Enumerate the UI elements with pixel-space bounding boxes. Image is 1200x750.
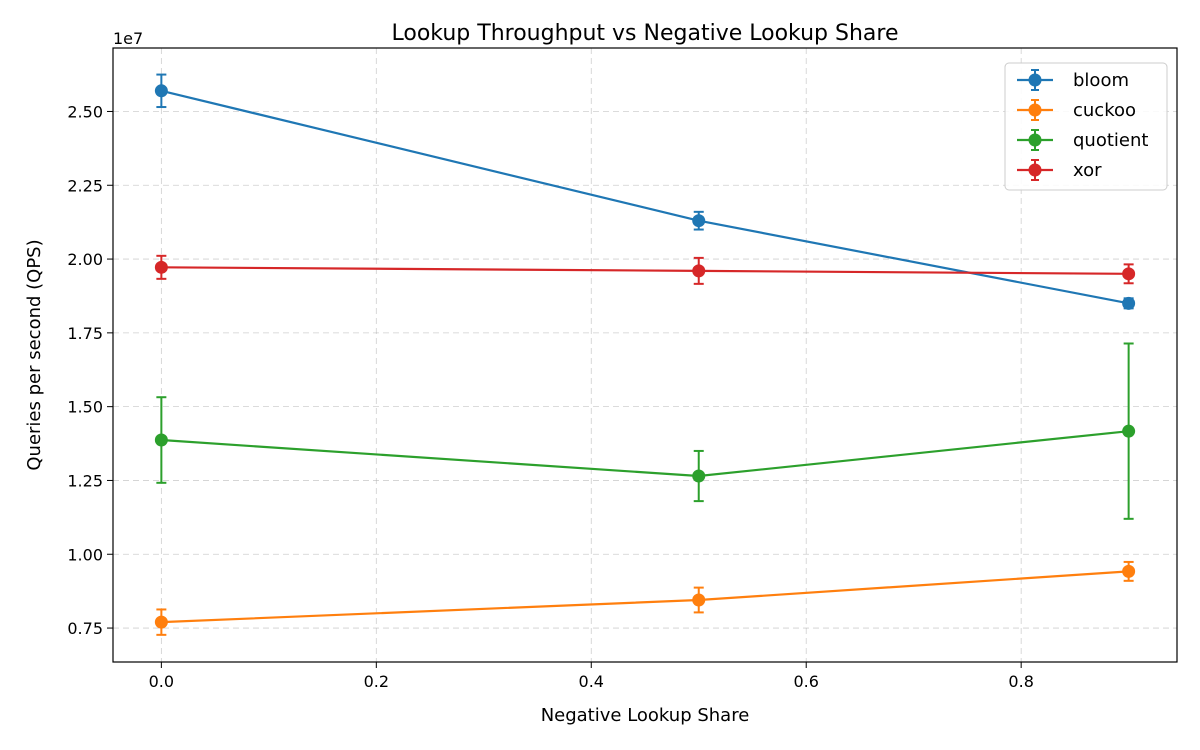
y-tick-label: 2.50 [67,102,103,121]
y-axis-label: Queries per second (QPS) [24,239,45,470]
y-tick-label: 2.00 [67,250,103,269]
legend-item-quotient: quotient [1017,129,1148,151]
y-tick-label: 1.00 [67,545,103,564]
data-point-bloom [692,214,706,228]
x-tick-label: 0.0 [149,672,174,691]
data-point-quotient [692,469,706,483]
x-tick-label: 0.2 [364,672,389,691]
chart-title: Lookup Throughput vs Negative Lookup Sha… [392,21,899,46]
legend-marker [1028,103,1042,117]
axes: 0.0 0.2 0.4 0.6 0.8 0.75 1.00 1.25 1.50 1.75 2.00 2… [67,102,1034,691]
data-point-quotient [1122,424,1136,438]
data-point-bloom [154,84,168,98]
data-point-xor [692,264,706,278]
y-tick-label: 2.25 [67,176,103,195]
series-layer [154,73,1136,636]
plot-frame [112,47,1178,663]
y-tick-label: 1.50 [67,398,103,417]
grid [113,48,1177,662]
legend-item-bloom: bloom [1017,69,1129,91]
x-axis-label: Negative Lookup Share [541,705,750,726]
legend-label: cuckoo [1073,100,1136,121]
series-quotient [154,342,1136,520]
series-bloom [154,73,1136,310]
legend: bloom cuckoo quotient xor [1004,62,1168,191]
y-tick-label: 1.75 [67,324,103,343]
data-point-cuckoo [1122,564,1136,578]
data-point-cuckoo [692,593,706,607]
y-axis-offset-label: 1e7 [113,29,143,48]
legend-label: xor [1073,160,1102,181]
legend-marker [1028,133,1042,147]
legend-label: quotient [1073,130,1148,151]
y-tick-label: 0.75 [67,619,103,638]
data-point-bloom [1122,296,1136,310]
legend-box [1004,62,1168,191]
data-point-cuckoo [154,615,168,629]
data-point-quotient [154,433,168,447]
legend-item-cuckoo: cuckoo [1017,99,1136,121]
data-point-xor [154,260,168,274]
legend-item-xor: xor [1017,159,1102,181]
x-tick-label: 0.8 [1008,672,1033,691]
legend-marker [1028,73,1042,87]
legend-label: bloom [1073,70,1129,91]
y-tick-label: 1.25 [67,471,103,490]
series-cuckoo [154,560,1136,636]
legend-marker [1028,163,1042,177]
series-xor [154,254,1136,285]
x-tick-label: 0.4 [579,672,604,691]
x-tick-label: 0.6 [793,672,818,691]
data-point-xor [1122,267,1136,281]
